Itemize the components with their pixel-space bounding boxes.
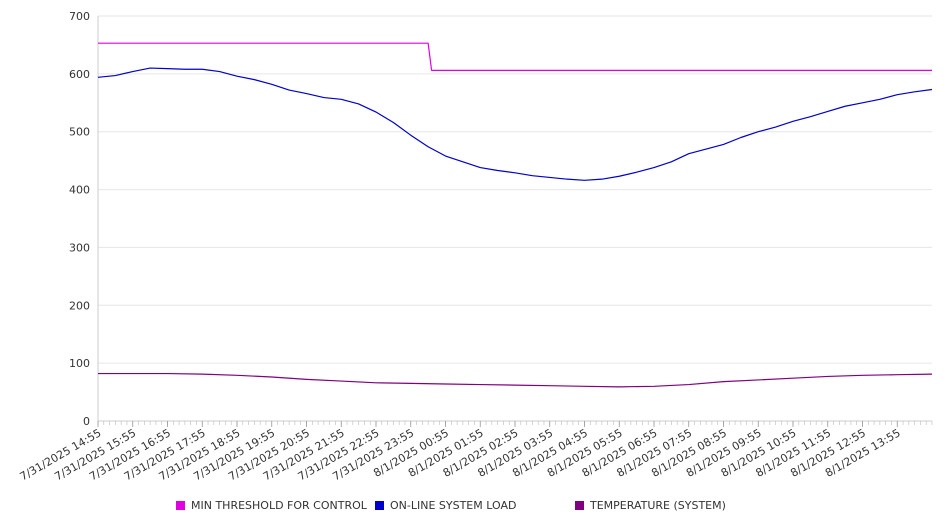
y-tick-label: 500 — [69, 126, 90, 139]
axes — [97, 16, 933, 427]
y-tick-label: 100 — [69, 357, 90, 370]
threshold-line — [98, 42, 932, 71]
legend-item-load[interactable]: ON-LINE SYSTEM LOAD — [375, 499, 516, 512]
y-tick-label: 400 — [69, 184, 90, 197]
y-tick-label: 200 — [69, 299, 90, 312]
legend-swatch-load — [375, 501, 384, 510]
legend-swatch-threshold — [176, 501, 185, 510]
legend-label-threshold: MIN THRESHOLD FOR CONTROL — [191, 499, 367, 512]
legend-swatch-temperature — [575, 501, 584, 510]
series-lines — [97, 42, 933, 388]
system-load-line — [97, 67, 933, 181]
legend-label-load: ON-LINE SYSTEM LOAD — [390, 499, 517, 512]
y-tick-label: 600 — [69, 68, 90, 81]
chart-legend: MIN THRESHOLD FOR CONTROL ON-LINE SYSTEM… — [0, 499, 946, 513]
legend-item-temperature[interactable]: TEMPERATURE (SYSTEM) — [575, 499, 726, 512]
legend-item-threshold[interactable]: MIN THRESHOLD FOR CONTROL — [176, 499, 367, 512]
y-tick-label: 0 — [83, 415, 90, 428]
y-tick-label: 300 — [69, 241, 90, 254]
y-tick-label: 700 — [69, 10, 90, 23]
legend-label-temperature: TEMPERATURE (SYSTEM) — [590, 499, 726, 512]
temperature-line — [98, 372, 933, 388]
grid-lines — [98, 15, 932, 422]
